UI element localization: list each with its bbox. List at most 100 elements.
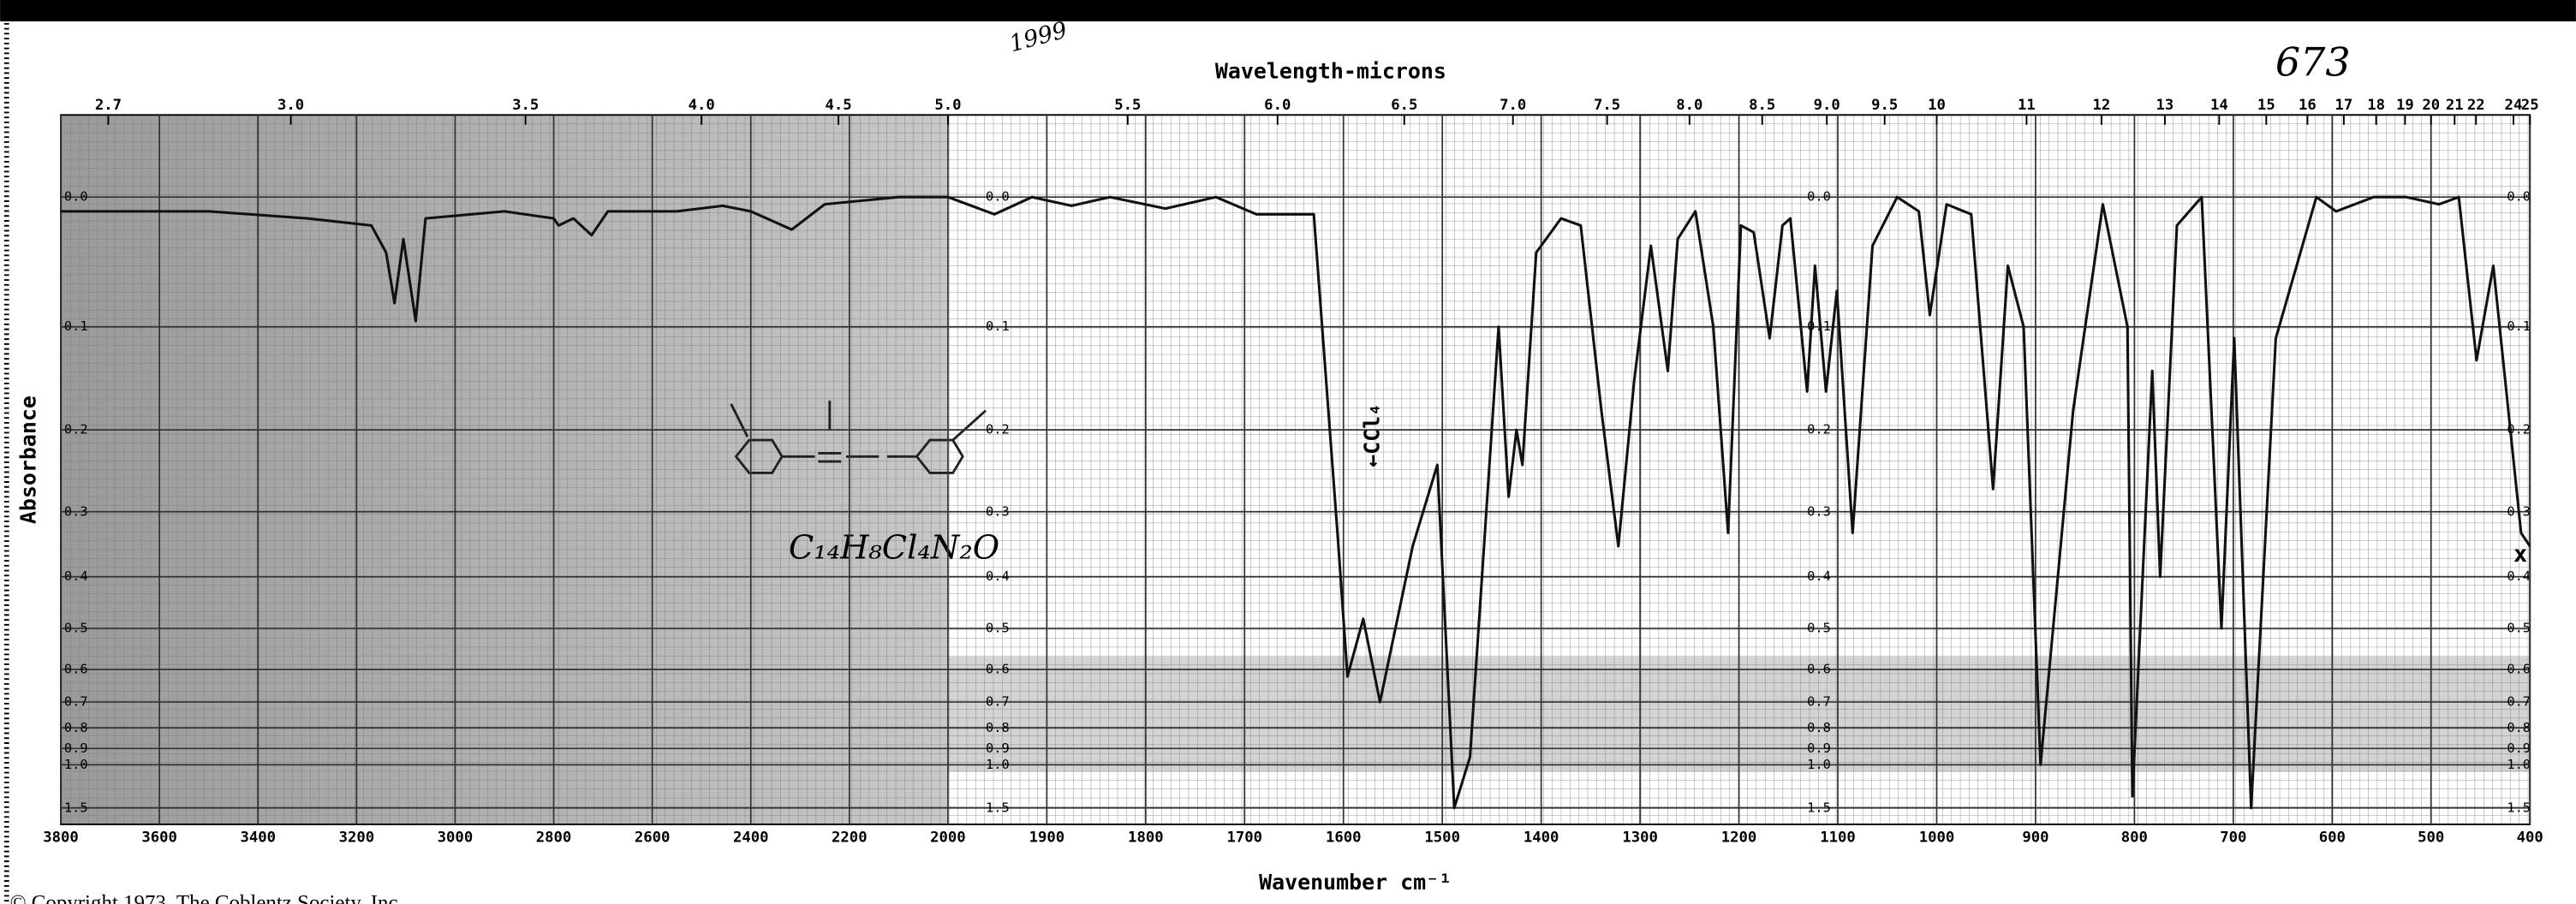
y-tick-label: 0.8 bbox=[1807, 720, 1831, 735]
top-band bbox=[0, 0, 2576, 21]
y-tick-label: 0.0 bbox=[64, 189, 88, 205]
x2-tick-label: 20 bbox=[2422, 97, 2440, 114]
y-tick-label: 0.1 bbox=[64, 318, 88, 334]
x2-tick-label: 3.5 bbox=[512, 97, 539, 114]
x2-tick-label: 5.5 bbox=[1114, 97, 1141, 114]
y-tick-label: 0.6 bbox=[2507, 661, 2531, 676]
y-tick-label: 0.7 bbox=[1807, 694, 1831, 710]
x-tick-label: 1200 bbox=[1721, 829, 1757, 846]
y-tick-label: 0.5 bbox=[64, 621, 88, 636]
y-tick-label: 0.6 bbox=[1807, 661, 1831, 676]
y-tick-label: 0.4 bbox=[1807, 568, 1831, 584]
x2-tick-label: 10 bbox=[1928, 97, 1946, 114]
x2-tick-label: 11 bbox=[2018, 97, 2036, 114]
grid-pattern bbox=[61, 115, 2531, 824]
x-tick-label: 500 bbox=[2418, 829, 2444, 846]
y-tick-label: 1.5 bbox=[2507, 800, 2531, 815]
x2-tick-label: 24 bbox=[2505, 97, 2523, 114]
y-tick-label: 0.9 bbox=[1807, 740, 1831, 756]
y-tick-label: 0.3 bbox=[986, 503, 1010, 519]
x-tick-label: 2800 bbox=[536, 829, 572, 846]
annotation: C₁₄H₈Cl₄N₂O bbox=[789, 529, 999, 568]
structure-sketch bbox=[730, 401, 987, 474]
y-tick-label: 0.1 bbox=[2507, 318, 2531, 334]
x2-tick-label: 3.0 bbox=[277, 97, 304, 114]
x-tick-label: 3600 bbox=[141, 829, 177, 846]
x-tick-label: 1400 bbox=[1524, 829, 1559, 846]
x2-tick-label: 7.0 bbox=[1500, 97, 1526, 114]
x2-tick-label: 14 bbox=[2210, 97, 2228, 114]
y-tick-label: 1.0 bbox=[2507, 757, 2531, 772]
y-tick-label: 1.5 bbox=[64, 800, 88, 815]
x-tick-label: 3400 bbox=[240, 829, 276, 846]
x-tick-label: 800 bbox=[2121, 829, 2148, 846]
x-tick-label: 2200 bbox=[832, 829, 868, 846]
y-tick-label: 0.7 bbox=[2507, 694, 2531, 710]
y-tick-label: 0.2 bbox=[986, 422, 1010, 437]
y-tick-label: 0.3 bbox=[64, 503, 88, 519]
x2-tick-label: 2.7 bbox=[95, 97, 122, 114]
x-tick-label: 700 bbox=[2220, 829, 2246, 846]
y-tick-label: 0.2 bbox=[2507, 422, 2531, 437]
y-tick-label: 0.2 bbox=[64, 422, 88, 437]
x-tick-label: 2400 bbox=[733, 829, 769, 846]
x2-tick-label: 6.5 bbox=[1391, 97, 1417, 114]
x-tick-label: 2000 bbox=[930, 829, 966, 846]
x2-tick-label: 22 bbox=[2467, 97, 2485, 114]
x2-tick-label: 6.0 bbox=[1264, 97, 1291, 114]
y-tick-label: 0.8 bbox=[2507, 720, 2531, 735]
x2-tick-label: 21 bbox=[2446, 97, 2464, 114]
x2-tick-label: 17 bbox=[2334, 97, 2352, 114]
y-tick-label: 1.0 bbox=[64, 757, 88, 772]
x-tick-label: 1700 bbox=[1227, 829, 1263, 846]
y-tick-label: 0.1 bbox=[986, 318, 1010, 334]
y-tick-label: 1.5 bbox=[1807, 800, 1831, 815]
x-tick-label: 3200 bbox=[339, 829, 375, 846]
y-tick-label: 0.7 bbox=[64, 694, 88, 710]
x2-tick-label: 12 bbox=[2093, 97, 2111, 114]
x2-tick-label: 4.5 bbox=[825, 97, 851, 114]
x-tick-label: 1500 bbox=[1424, 829, 1460, 846]
x2-tick-label: 19 bbox=[2396, 97, 2414, 114]
x2-tick-label: 9.0 bbox=[1814, 97, 1840, 114]
y-tick-label: 0.0 bbox=[986, 189, 1010, 205]
y-tick-label: 0.9 bbox=[64, 740, 88, 756]
x-tick-label: 600 bbox=[2319, 829, 2346, 846]
y-tick-label: 0.0 bbox=[1807, 189, 1831, 205]
x-tick-label: 1300 bbox=[1622, 829, 1658, 846]
y-tick-label: 0.5 bbox=[986, 621, 1010, 636]
y-tick-label: 0.4 bbox=[64, 568, 88, 584]
x-tick-label: 3800 bbox=[43, 829, 79, 846]
annotation: 1999 bbox=[1006, 17, 1070, 58]
y-tick-label: 0.9 bbox=[2507, 740, 2531, 756]
annotation: ←CCl₄ bbox=[1360, 403, 1385, 467]
x-tick-label: 2600 bbox=[635, 829, 671, 846]
x2-tick-label: 16 bbox=[2299, 97, 2317, 114]
y-tick-label: 0.6 bbox=[986, 661, 1010, 676]
copyright: © Copyright 1973, The Coblentz Society, … bbox=[10, 892, 403, 904]
spectrum-line bbox=[61, 195, 2531, 810]
y-tick-label: 0.7 bbox=[986, 694, 1010, 710]
y-tick-label: 0.9 bbox=[986, 740, 1010, 756]
x-axis-label: Wavenumber cm⁻¹ bbox=[1259, 870, 1452, 895]
y-tick-label: 0.8 bbox=[986, 720, 1010, 735]
y-tick-label: 0.4 bbox=[2507, 568, 2531, 584]
x2-tick-label: 13 bbox=[2156, 97, 2174, 114]
x-tick-label: 400 bbox=[2517, 829, 2543, 846]
y-tick-label: 0.2 bbox=[1807, 422, 1831, 437]
y-tick-label: 0.0 bbox=[2507, 189, 2531, 205]
x2-tick-label: 9.5 bbox=[1871, 97, 1898, 114]
y-tick-label: 0.5 bbox=[1807, 621, 1831, 636]
x-tick-label: 900 bbox=[2022, 829, 2048, 846]
y-tick-label: 1.0 bbox=[1807, 757, 1831, 772]
annotation: x bbox=[2513, 541, 2527, 568]
x2-tick-label: 25 bbox=[2521, 97, 2539, 114]
annotation: 673 bbox=[2275, 39, 2351, 86]
chart-title: Wavelength-microns bbox=[1215, 58, 1446, 83]
y-tick-label: 0.5 bbox=[2507, 621, 2531, 636]
x2-tick-label: 8.5 bbox=[1749, 97, 1775, 114]
y-tick-label: 0.3 bbox=[1807, 503, 1831, 519]
y-axis-label: Absorbance bbox=[16, 396, 41, 524]
x-tick-label: 1900 bbox=[1029, 829, 1065, 846]
